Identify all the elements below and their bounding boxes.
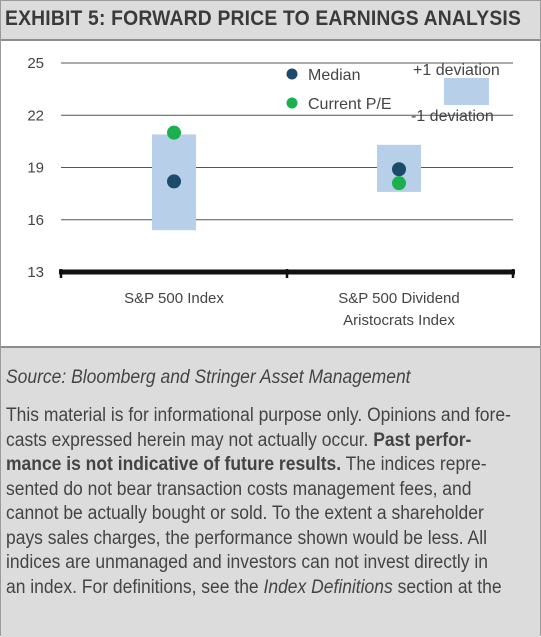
current-pe-marker: [392, 176, 406, 191]
disclaimer-segment: The indices repre-: [341, 454, 487, 475]
pe-chart: 25 22 19 16 13 S&P 500 Index S&P 500 Dividend A…: [27, 55, 515, 329]
exhibit-title: EXHIBIT 5: FORWARD PRICE TO EARNINGS ANA…: [5, 7, 522, 30]
current-pe-marker: [167, 125, 181, 140]
disclaimer-line: sented do not bear transaction costs man…: [6, 478, 530, 503]
disclaimer-segment: This material is for informational purpo…: [6, 405, 511, 426]
disclaimer-line: casts expressed herein may not actually …: [6, 429, 530, 454]
legend-median-label: Median: [308, 67, 360, 84]
median-marker: [167, 174, 181, 189]
disclaimer-text: This material is for informational purpo…: [6, 404, 530, 600]
median-marker: [392, 162, 406, 177]
disclaimer-line: mance is not indicative of future result…: [6, 453, 530, 478]
disclaimer-segment: indices are unmanaged and investors can …: [6, 552, 488, 573]
legend-minus-deviation-label: -1 deviation: [411, 108, 494, 125]
disclaimer-segment: casts expressed herein may not actually …: [6, 429, 374, 451]
disclaimer-emphasis: Past perfor-: [373, 429, 472, 451]
disclaimer-line: an index. For definitions, see the Index…: [6, 576, 530, 601]
source-note: Source: Bloomberg and Stringer Asset Man…: [6, 367, 411, 388]
exhibit-header: EXHIBIT 5: FORWARD PRICE TO EARNINGS ANA…: [1, 1, 540, 41]
category-label: S&P 500 Dividend: [338, 290, 459, 307]
disclaimer-segment: an index. For definitions, see the: [6, 576, 264, 598]
y-tick-label: 16: [27, 212, 44, 229]
category-label: S&P 500 Index: [124, 290, 224, 307]
legend-current-label: Current P/E: [308, 96, 392, 113]
legend-median-swatch: [286, 68, 298, 80]
disclaimer-line: This material is for informational purpo…: [6, 404, 530, 429]
y-tick-label: 25: [27, 55, 44, 72]
chart-area: 25 22 19 16 13 S&P 500 Index S&P 500 Dividend A…: [1, 41, 540, 346]
footer-panel: Source: Bloomberg and Stringer Asset Man…: [1, 346, 540, 637]
y-tick-label: 13: [27, 264, 44, 281]
disclaimer-line: cannot be actually bought or sold. To th…: [6, 502, 530, 527]
y-tick-label: 19: [27, 160, 44, 177]
disclaimer-line: pays sales charges, the performance show…: [6, 527, 530, 552]
category-label: Aristocrats Index: [343, 312, 455, 329]
disclaimer-segment: section at the: [392, 576, 502, 598]
y-tick-label: 22: [27, 107, 44, 124]
disclaimer-segment: cannot be actually bought or sold. To th…: [6, 503, 484, 524]
legend-current-swatch: [286, 97, 298, 109]
disclaimer-reference: Index Definitions: [263, 576, 393, 598]
disclaimer-line: indices are unmanaged and investors can …: [6, 551, 530, 576]
disclaimer-segment: sented do not bear transaction costs man…: [6, 478, 472, 500]
disclaimer-segment: pays sales charges, the performance show…: [6, 527, 487, 549]
disclaimer-emphasis: mance is not indicative of future result…: [6, 454, 342, 475]
legend-plus-deviation-label: +1 deviation: [413, 62, 500, 79]
legend-deviation-swatch: [444, 78, 489, 105]
